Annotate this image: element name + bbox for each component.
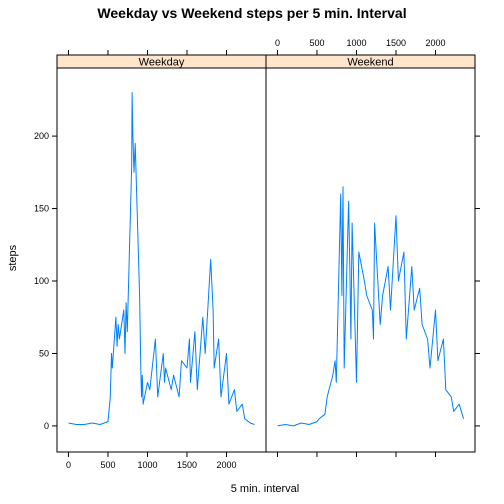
x-tick-label: 0 — [66, 460, 71, 470]
y-tick-label: 200 — [34, 131, 49, 141]
x-tick-label: 500 — [100, 460, 115, 470]
x-tick-label: 0 — [275, 38, 280, 48]
x-tick-label: 500 — [309, 38, 324, 48]
chart-title: Weekday vs Weekend steps per 5 min. Inte… — [97, 5, 406, 21]
y-tick-label: 150 — [34, 204, 49, 214]
x-tick-label: 2000 — [216, 460, 236, 470]
y-tick-label: 100 — [34, 276, 49, 286]
x-tick-label: 1000 — [346, 38, 366, 48]
panel-frame — [266, 68, 475, 452]
x-tick-label: 2000 — [425, 38, 445, 48]
x-tick-label: 1000 — [137, 460, 157, 470]
strip-label: Weekend — [347, 57, 393, 69]
x-tick-label: 1500 — [177, 460, 197, 470]
y-tick-label: 0 — [44, 421, 49, 431]
y-tick-label: 50 — [39, 348, 49, 358]
series-line-weekend — [278, 187, 464, 426]
y-axis-label: steps — [7, 244, 19, 271]
x-axis-label: 5 min. interval — [231, 483, 299, 495]
strip-label: Weekday — [139, 57, 185, 69]
series-line-weekday — [69, 93, 255, 425]
x-tick-label: 1500 — [386, 38, 406, 48]
